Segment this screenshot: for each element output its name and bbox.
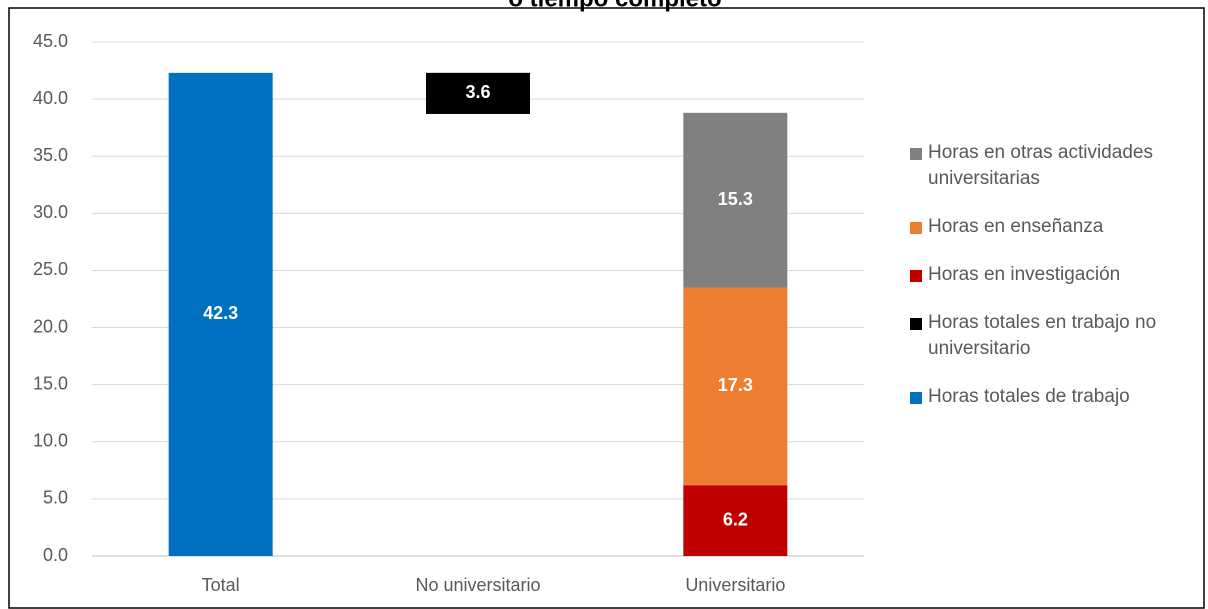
y-tick-label: 15.0: [33, 373, 68, 393]
legend-item: Horas en investigación: [910, 262, 1200, 288]
x-tick-label: Total: [202, 575, 240, 595]
y-tick-label: 45.0: [33, 31, 68, 51]
y-tick-label: 10.0: [33, 431, 68, 451]
data-label: 3.6: [465, 82, 490, 102]
legend-item: Horas totales de trabajo: [910, 384, 1200, 410]
y-tick-label: 0.0: [43, 545, 68, 565]
legend-label: Horas en investigación: [928, 264, 1121, 285]
data-label: 6.2: [723, 509, 748, 529]
bar-segment: [426, 72, 530, 114]
legend-swatch: [910, 222, 922, 234]
y-tick-label: 25.0: [33, 259, 68, 279]
legend-swatch: [910, 270, 922, 282]
y-tick-label: 20.0: [33, 316, 68, 336]
legend-label: Horas totales en trabajo no universitari…: [928, 312, 1157, 359]
legend-label: Horas en enseñanza: [928, 216, 1104, 237]
legend: Horas en otras actividades universitaria…: [910, 140, 1200, 432]
bar-segment: [683, 112, 788, 288]
data-label: 15.3: [718, 189, 753, 209]
legend-item: Horas totales en trabajo no universitari…: [910, 310, 1200, 362]
bar-segment: [683, 485, 788, 556]
y-tick-label: 30.0: [33, 202, 68, 222]
bar-segment: [168, 72, 273, 556]
data-label: 17.3: [718, 375, 753, 395]
legend-swatch: [910, 318, 922, 330]
legend-swatch: [910, 392, 922, 404]
legend-item: Horas en otras actividades universitaria…: [910, 140, 1200, 192]
x-tick-label: Universitario: [685, 575, 785, 595]
y-tick-label: 35.0: [33, 145, 68, 165]
frame: [8, 7, 1205, 609]
title-bg: [300, 0, 900, 7]
legend-item: Horas en enseñanza: [910, 214, 1200, 240]
legend-label: Horas en otras actividades universitaria…: [928, 142, 1153, 189]
y-tick-label: 5.0: [43, 488, 68, 508]
data-label: 42.3: [203, 303, 238, 323]
legend-swatch: [910, 148, 922, 160]
bar-segment: [683, 287, 788, 486]
x-tick-label: No universitario: [415, 575, 540, 595]
legend-label: Horas totales de trabajo: [928, 386, 1130, 407]
y-tick-label: 40.0: [33, 88, 68, 108]
chart-title: o tiempo completo: [508, 0, 721, 12]
